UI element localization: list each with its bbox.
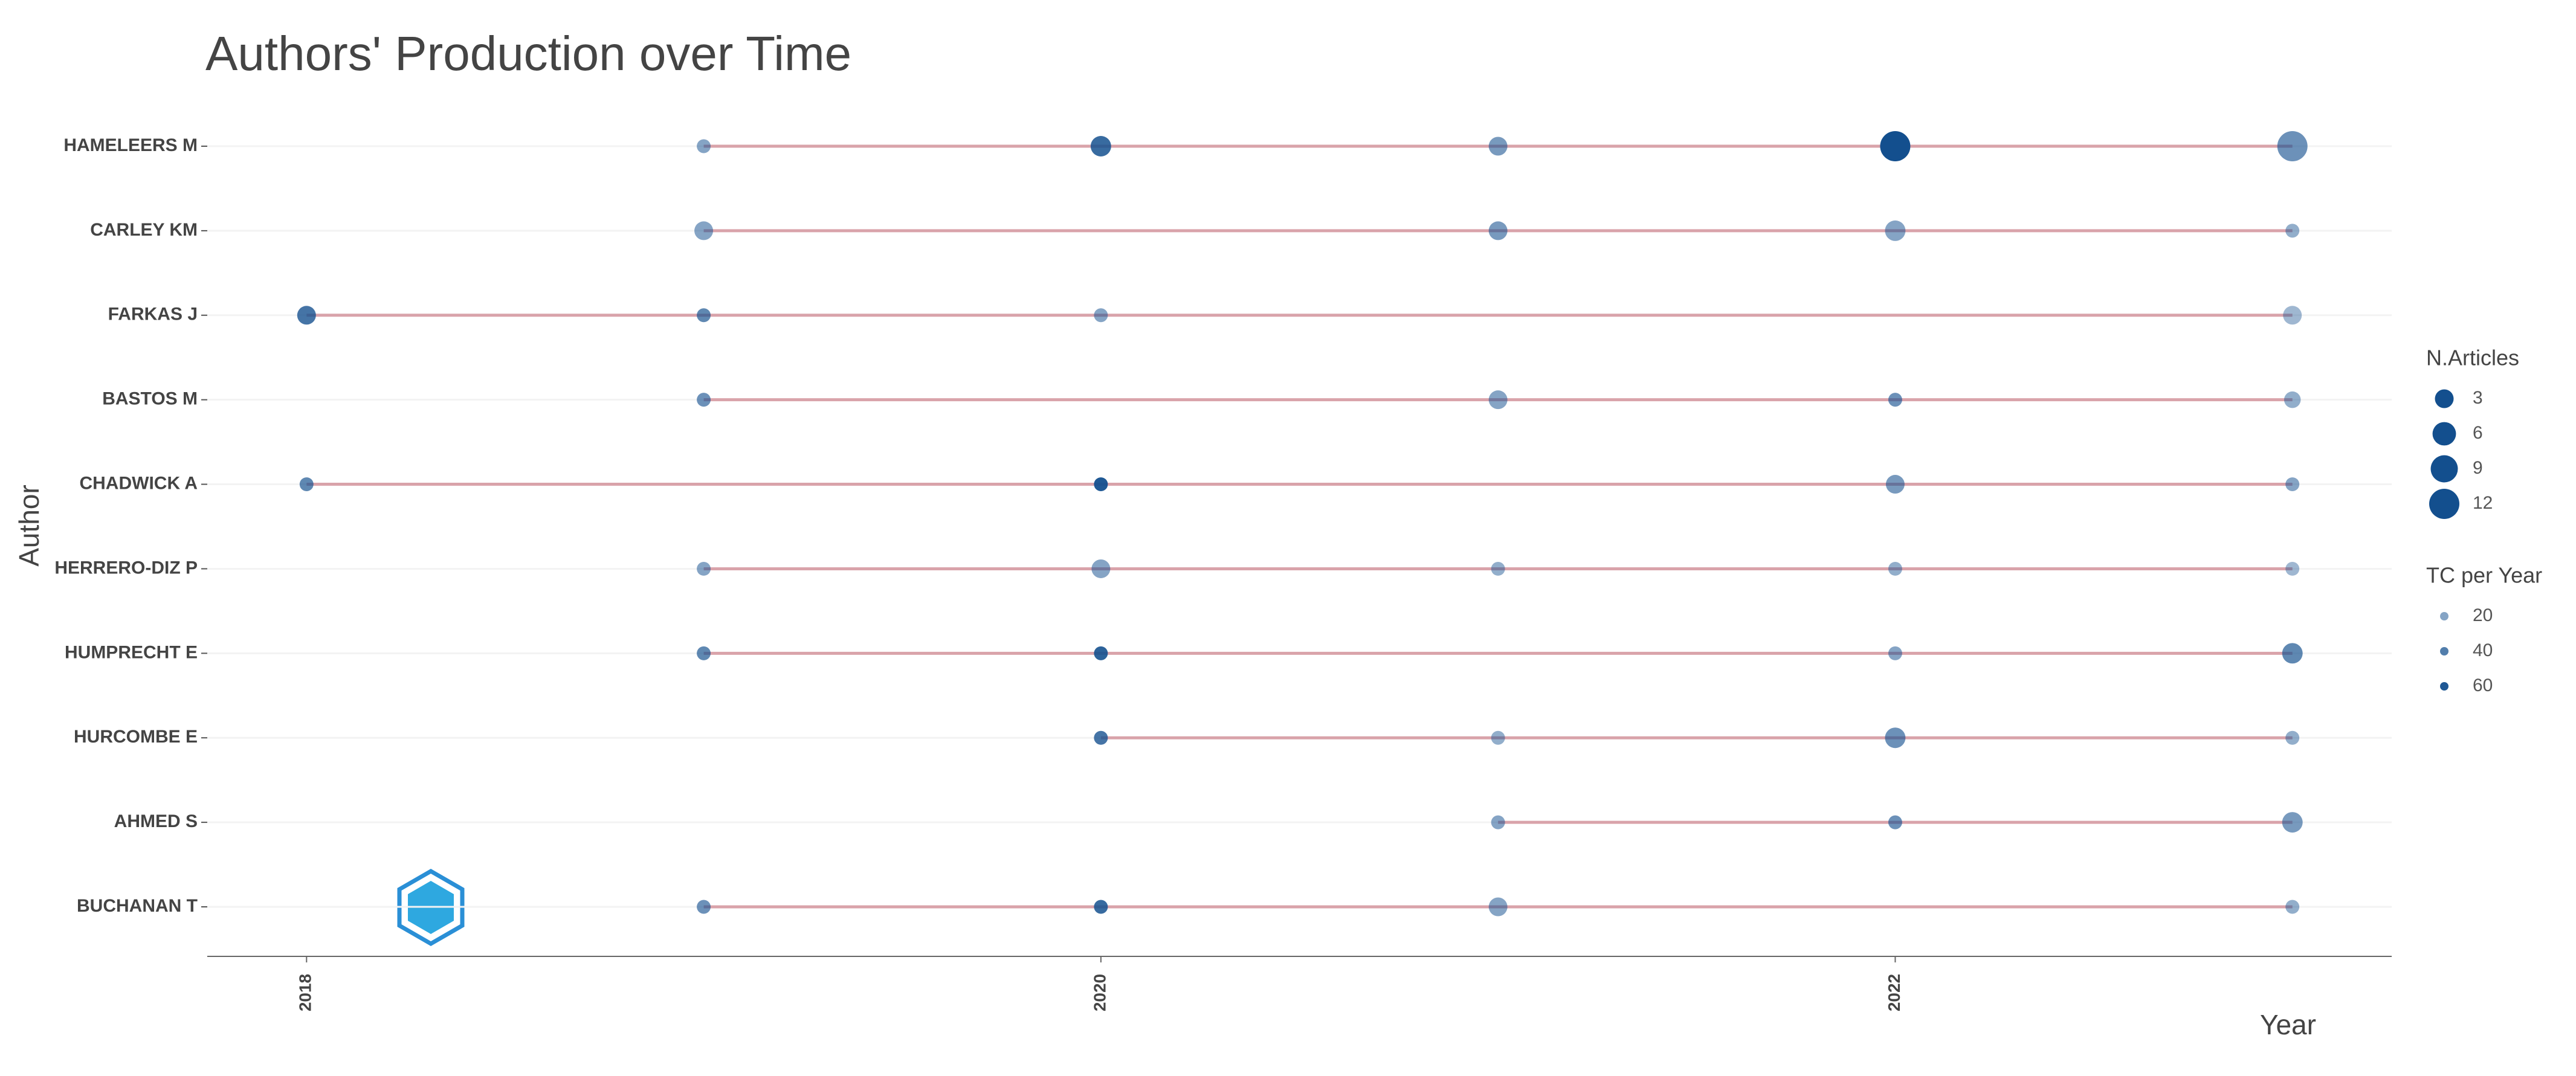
x-tick-label: 2018 — [296, 974, 315, 1011]
article-point — [1888, 646, 1902, 660]
article-point — [1491, 815, 1505, 830]
article-point — [1488, 897, 1508, 917]
article-point — [1885, 475, 1905, 494]
article-point — [297, 306, 316, 325]
article-point — [2285, 224, 2300, 238]
article-point — [1094, 900, 1108, 914]
article-point — [2277, 131, 2308, 161]
article-point — [1094, 730, 1108, 745]
article-point — [1090, 136, 1111, 156]
article-point — [1094, 308, 1108, 323]
article-point — [2285, 477, 2300, 492]
color-legend-key — [2440, 647, 2448, 656]
article-point — [2285, 561, 2300, 576]
chart-title: Authors' Production over Time — [205, 27, 851, 80]
y-tick-label: CARLEY KM — [90, 220, 198, 240]
article-point — [1491, 561, 1505, 576]
article-point — [2285, 730, 2300, 745]
article-point — [1880, 131, 1911, 161]
article-point — [1488, 221, 1508, 240]
y-tick-label: HUMPRECHT E — [65, 642, 198, 662]
article-point — [2285, 900, 2300, 914]
article-point — [1091, 559, 1111, 578]
y-tick-label: BUCHANAN T — [77, 896, 198, 916]
article-point — [1888, 393, 1902, 407]
article-point — [2284, 391, 2301, 408]
size-legend-key — [2430, 455, 2458, 483]
y-tick-label: HURCOMBE E — [74, 727, 198, 747]
article-point — [2283, 306, 2302, 325]
y-tick-label: HERRERO-DIZ P — [54, 558, 198, 578]
article-point — [1094, 477, 1108, 492]
y-tick-label: FARKAS J — [108, 304, 198, 324]
article-point — [299, 477, 314, 492]
article-point — [2282, 812, 2303, 833]
size-legend-key — [2435, 389, 2454, 408]
size-legend-key — [2432, 422, 2456, 446]
article-point — [1888, 815, 1902, 830]
y-tick-label: AHMED S — [114, 811, 198, 831]
article-point — [697, 561, 711, 576]
color-legend-label: 60 — [2473, 675, 2493, 695]
article-point — [1885, 220, 1906, 241]
color-legend-key — [2440, 682, 2448, 691]
size-legend-label: 12 — [2473, 493, 2493, 513]
x-tick-label: 2022 — [1885, 974, 1903, 1011]
y-axis-label: Author — [13, 485, 45, 567]
article-point — [1491, 730, 1505, 745]
article-point — [1094, 646, 1108, 660]
article-point — [1888, 561, 1902, 576]
article-point — [697, 393, 711, 407]
size-legend-key — [2429, 489, 2459, 519]
article-point — [697, 308, 711, 323]
article-point — [694, 221, 714, 240]
size-legend-label: 9 — [2473, 458, 2483, 478]
y-tick-label: HAMELEERS M — [63, 135, 198, 155]
size-legend-label: 3 — [2473, 388, 2483, 408]
x-axis-label: Year — [2260, 1009, 2316, 1040]
article-point — [697, 900, 711, 914]
color-legend-title: TC per Year — [2426, 563, 2542, 588]
article-point — [2282, 643, 2303, 664]
article-point — [1885, 727, 1906, 749]
size-legend-label: 6 — [2473, 423, 2483, 443]
y-tick-label: BASTOS M — [102, 389, 198, 409]
article-point — [697, 139, 711, 153]
size-legend-title: N.Articles — [2426, 346, 2519, 370]
article-point — [697, 646, 711, 660]
y-tick-label: CHADWICK A — [79, 473, 198, 493]
article-point — [1488, 137, 1508, 156]
color-legend-label: 40 — [2473, 640, 2493, 660]
color-legend-key — [2440, 612, 2448, 620]
article-point — [1488, 390, 1508, 410]
color-legend-label: 20 — [2473, 605, 2493, 625]
x-tick-label: 2020 — [1090, 974, 1109, 1011]
